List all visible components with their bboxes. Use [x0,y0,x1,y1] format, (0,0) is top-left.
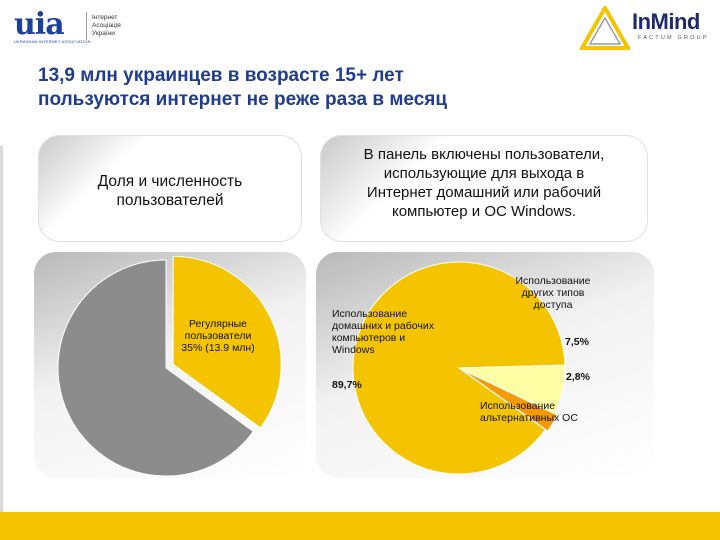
non-users-slice [57,259,255,477]
description-line: компьютер и ОС Windows. [391,203,577,220]
alt-os-pct: 2,8% [566,371,590,383]
panel-description: В панель включены пользователи, использу… [320,145,648,221]
access-type-pie-chart [352,261,566,475]
uia-logo: uia [14,7,65,42]
data-label-line: Windows [332,344,375,356]
other-access-label: Использование других типов доступа [498,275,608,311]
description-line: Интернет домашний или рабочий [366,184,602,201]
inmind-logo-subtext: FACTUM GROUP [638,35,709,41]
data-label-line: других типов [521,287,585,299]
uia-desc-line: Асоціація [92,22,121,29]
page-title: 13,9 млн украинцев в возрасте 15+ лет по… [38,64,658,112]
uia-description: Інтернет Асоціація України [92,14,152,38]
data-label-line: 35% (13.9 млн) [181,342,255,354]
inmind-logo: InMind [632,9,700,34]
data-label-line: домашних и рабочих [332,320,434,332]
panel-description-panel [320,135,648,242]
data-label-line: пользователи [184,330,252,342]
alt-os-label: Использование альтернативных ОС [480,400,620,424]
description-line: использующие для выхода в [383,165,585,182]
users-share-pie-chart [57,255,282,477]
data-label-line: доступа [533,299,573,311]
footer-bar [0,512,720,540]
share-heading: Доля и численность пользователей [38,172,302,210]
data-label-line: Использование [515,275,591,287]
data-label-line: компьютеров и [332,332,406,344]
share-heading-panel [38,135,302,242]
logo-divider [86,12,87,40]
heading-line: Доля и численность [97,173,243,190]
uia-desc-line: України [92,30,115,37]
other-access-pct: 7,5% [565,336,589,348]
home-work-windows-pct: 89,7% [332,379,362,391]
data-label-line: альтернативных ОС [480,412,578,424]
inmind-triangle-icon [580,6,630,50]
uia-desc-line: Інтернет [92,14,118,21]
data-label-line: Использование [332,308,408,320]
home-work-windows-label: Использование домашних и рабочих компьют… [332,308,462,356]
title-line: 13,9 млн украинцев в возрасте 15+ лет [38,65,404,86]
description-line: В панель включены пользователи, [363,146,605,163]
data-label-line: Регулярные [188,318,248,330]
left-edge-strip [0,146,3,518]
regular-users-data-label: Регулярные пользователи 35% (13.9 млн) [172,318,264,354]
data-label-line: Использование [480,400,556,412]
heading-line: пользователей [116,192,224,209]
alt-os-slice [461,369,558,432]
title-line: пользуются интернет не реже раза в месяц [38,89,448,110]
uia-logo-subtext: UKRAINIAN INTERNET ASSOCIATION [14,39,91,44]
regular-users-slice [172,255,282,429]
